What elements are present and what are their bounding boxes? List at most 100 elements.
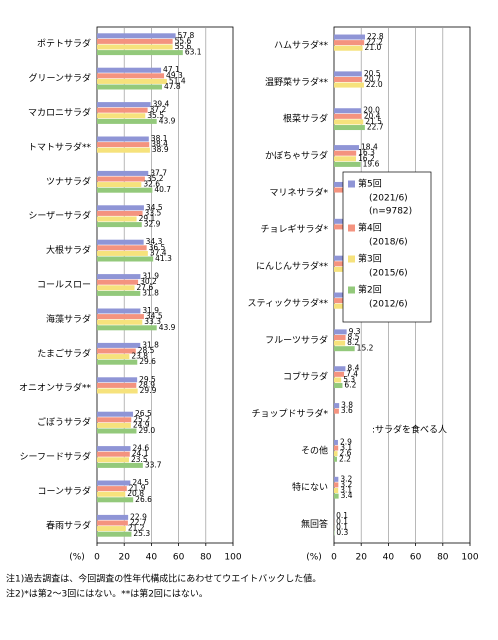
- category-label: 大根サラダ: [46, 244, 91, 256]
- bar: [97, 429, 136, 434]
- value-label: 21.0: [365, 43, 382, 52]
- bar: [97, 137, 149, 142]
- legend-detail: (2021/6): [369, 194, 408, 204]
- bar: [97, 349, 136, 354]
- value-label: 63.1: [185, 48, 202, 57]
- bar: [97, 85, 162, 90]
- bar: [334, 482, 338, 487]
- category-label: チョレギサラダ*: [260, 223, 328, 235]
- value-label: 26.6: [135, 495, 152, 504]
- bar: [97, 245, 147, 250]
- bar: [97, 417, 131, 422]
- value-label: 31.8: [142, 288, 159, 297]
- x-tick-label: 40: [146, 553, 158, 563]
- bar: [97, 280, 138, 285]
- bar: [97, 240, 144, 245]
- value-label: 6.2: [344, 381, 356, 390]
- x-tick-label: 100: [461, 553, 478, 563]
- bar: [97, 486, 127, 491]
- bar: [97, 314, 144, 319]
- legend-label: 第2回: [358, 284, 382, 296]
- bar: [97, 205, 144, 210]
- note: 注2)*は第2～3回にはない。**は第2回にはない。: [6, 588, 208, 600]
- category-label: コールスロー: [37, 281, 91, 291]
- bar: [97, 463, 143, 468]
- bar: [97, 142, 149, 147]
- bar: [97, 377, 137, 382]
- axis-label: (%): [306, 553, 322, 563]
- category-label: にんじんサラダ**: [256, 260, 329, 272]
- legend-label: 第5回: [358, 178, 382, 190]
- bar: [97, 515, 128, 520]
- bar: [97, 222, 142, 227]
- x-tick-label: 20: [355, 553, 367, 563]
- legend-detail: (2018/6): [369, 238, 408, 248]
- legend-label: 第3回: [358, 253, 382, 265]
- legend-detail: (n=9782): [369, 207, 412, 217]
- category-label: チョップドサラダ*: [251, 408, 328, 420]
- value-label: 43.9: [159, 323, 176, 332]
- value-label: 41.3: [155, 254, 172, 263]
- category-label: グリーンサラダ: [28, 72, 91, 84]
- bar: [334, 335, 346, 340]
- x-tick-label: 80: [200, 553, 212, 563]
- bar: [334, 46, 363, 51]
- bar: [97, 50, 183, 55]
- category-label: 温野菜サラダ**: [265, 76, 329, 88]
- bar: [97, 457, 129, 462]
- value-label: 22.0: [366, 80, 383, 89]
- bar: [97, 102, 151, 107]
- x-tick-label: 100: [224, 553, 241, 563]
- bar: [97, 171, 148, 176]
- bar: [334, 383, 342, 388]
- bar: [334, 156, 356, 161]
- category-label: コーンサラダ: [37, 485, 91, 497]
- annotation: :サラダを食べる人: [372, 424, 447, 436]
- bar: [97, 79, 167, 84]
- x-tick-label: 60: [173, 553, 185, 563]
- bar: [334, 114, 362, 119]
- value-label: 40.7: [154, 185, 171, 194]
- bar: [334, 151, 356, 156]
- bar: [334, 125, 365, 130]
- bar: [334, 446, 338, 451]
- bar: [334, 35, 365, 40]
- bar: [334, 77, 362, 82]
- bar: [334, 377, 341, 382]
- bar: [97, 423, 131, 428]
- value-label: 29.9: [140, 386, 157, 395]
- value-label: 22.7: [367, 123, 384, 132]
- bar: [97, 251, 148, 256]
- value-label: 29.0: [138, 426, 155, 435]
- category-label: 春雨サラダ: [46, 519, 91, 531]
- category-label: 特にない: [292, 481, 328, 493]
- category-label: フルーツサラダ: [265, 334, 328, 346]
- value-label: 38.9: [152, 145, 169, 154]
- bar: [97, 412, 133, 417]
- bar: [97, 274, 140, 279]
- bar: [97, 521, 128, 526]
- value-label: 15.2: [357, 344, 374, 353]
- x-tick-label: 80: [437, 553, 449, 563]
- legend-detail: (2012/6): [369, 300, 408, 310]
- category-label: シーザーサラダ: [28, 210, 91, 222]
- bar: [334, 71, 362, 76]
- value-label: 2.2: [339, 454, 351, 463]
- bar: [334, 451, 338, 456]
- value-label: 3.4: [341, 491, 353, 500]
- bar: [97, 45, 173, 50]
- bar: [97, 354, 129, 359]
- value-label: 0.3: [336, 528, 348, 537]
- value-label: 29.6: [139, 357, 156, 366]
- category-label: スティックサラダ**: [248, 297, 329, 309]
- bar: [97, 217, 137, 222]
- legend-swatch: [348, 287, 355, 294]
- category-label: トマトサラダ**: [28, 141, 92, 153]
- bar: [334, 119, 363, 124]
- bar: [97, 177, 145, 182]
- bar: [97, 211, 143, 216]
- bar: [97, 257, 153, 262]
- value-label: 25.3: [133, 529, 150, 538]
- value-label: 33.7: [145, 460, 162, 469]
- value-label: 32.9: [144, 220, 161, 229]
